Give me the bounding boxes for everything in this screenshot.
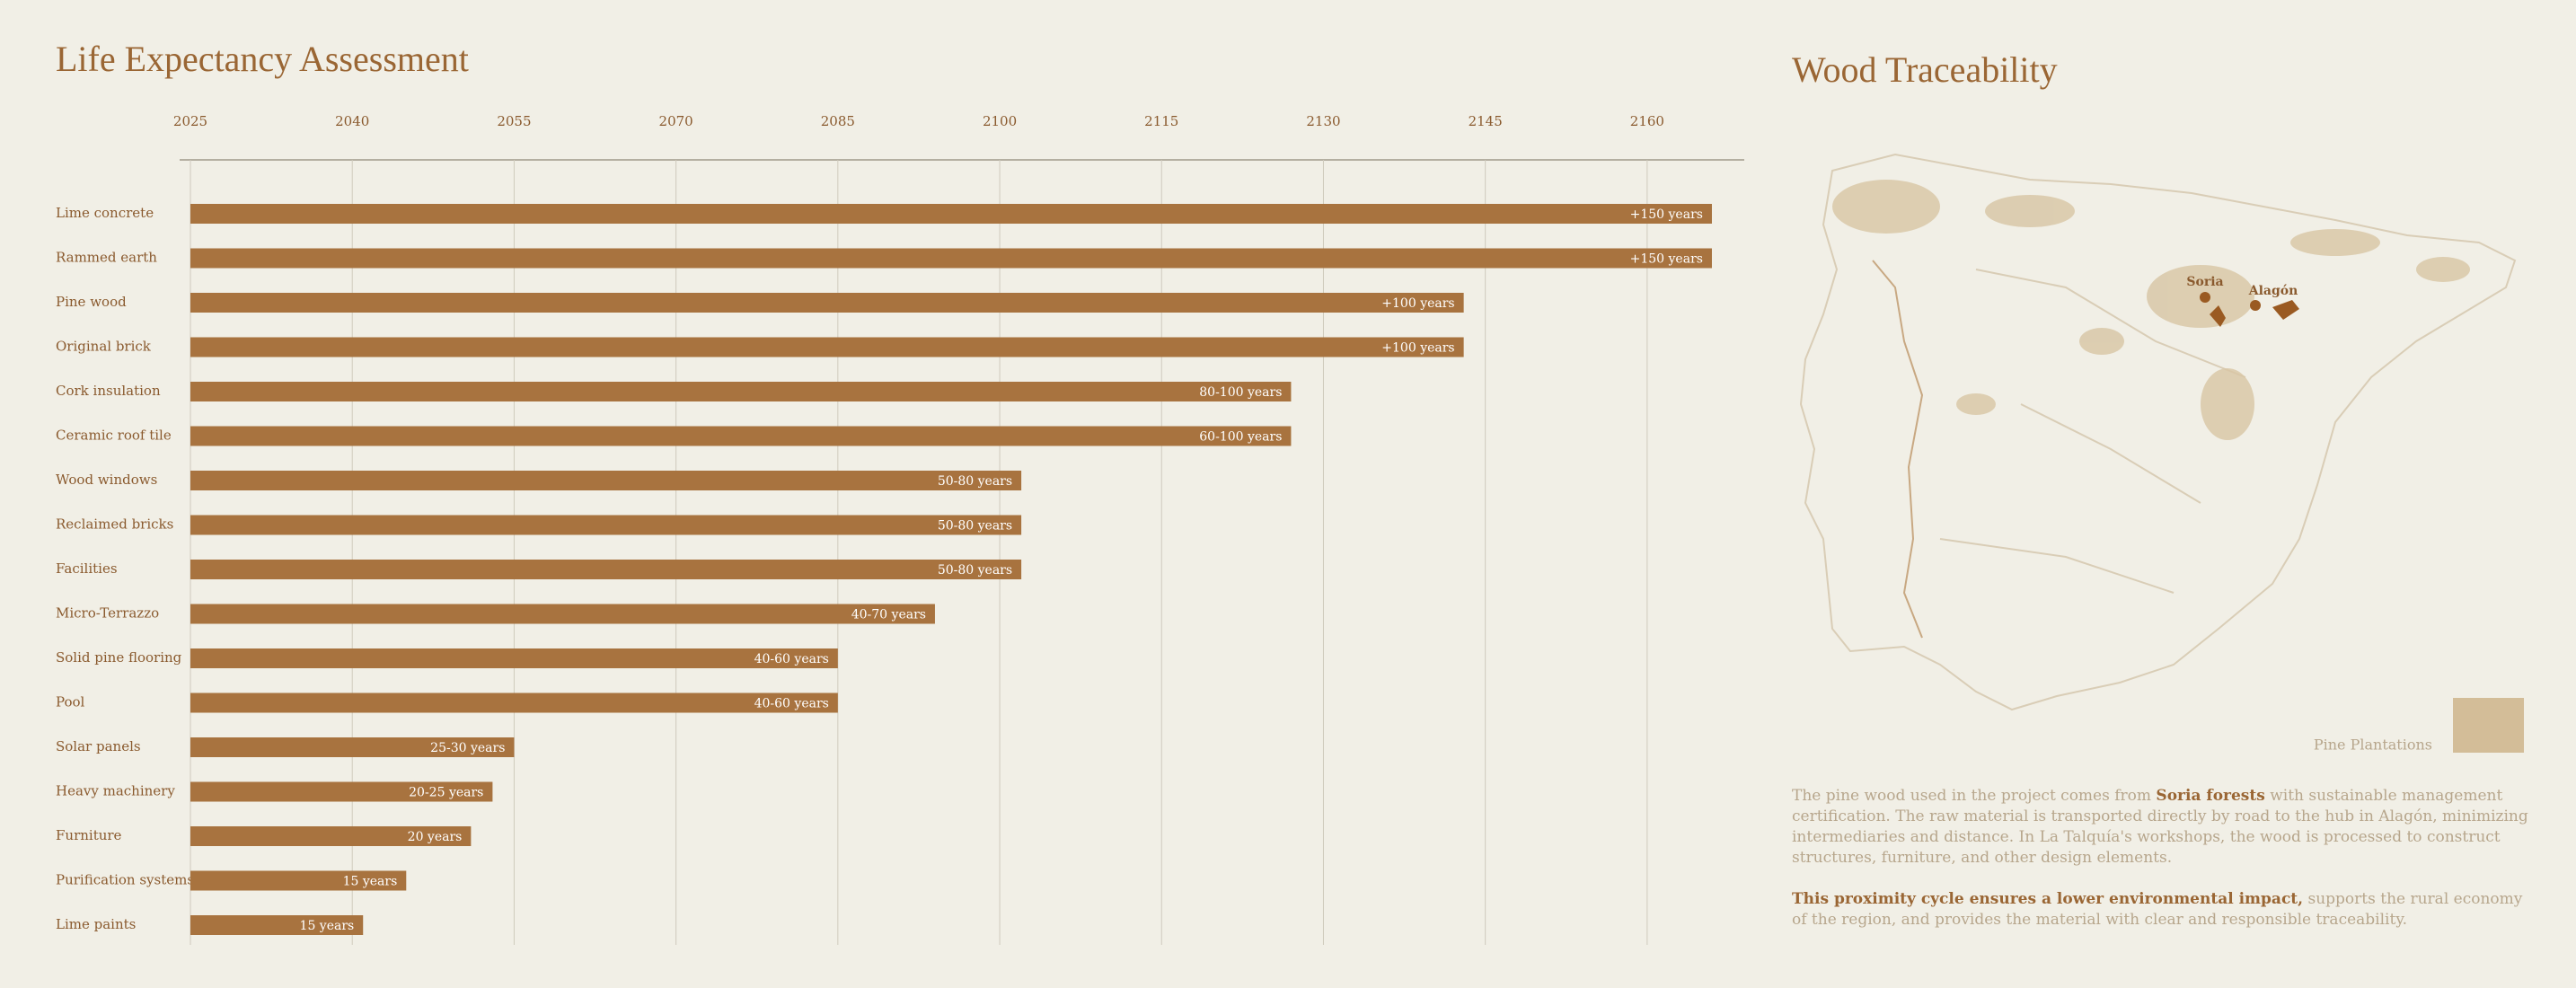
- bar-label: 40-60 years: [754, 697, 829, 711]
- bar-label: 50-80 years: [938, 519, 1012, 534]
- bar: [190, 382, 1292, 401]
- regions: [1939, 269, 2246, 594]
- bar-label: 25-30 years: [430, 741, 505, 755]
- place-label: Soria: [2186, 275, 2223, 289]
- category-label: Reclaimed bricks: [56, 516, 173, 533]
- bar: [190, 604, 935, 624]
- x-tick-label: 2055: [497, 113, 531, 129]
- bar-label: +150 years: [1630, 252, 1703, 267]
- bar: [190, 648, 838, 668]
- iberia-outline: [1799, 153, 2517, 711]
- bar-label: +150 years: [1630, 207, 1703, 222]
- category-label: Solid pine flooring: [56, 649, 182, 666]
- category-label: Original brick: [56, 339, 152, 355]
- bar-label: 40-70 years: [851, 608, 926, 622]
- bar: [190, 781, 493, 802]
- bar-label: 20-25 years: [409, 786, 483, 800]
- bar: [190, 293, 1464, 313]
- bar: [190, 515, 1022, 535]
- bar-label: 15 years: [300, 919, 355, 933]
- bar: [190, 426, 1292, 446]
- bar-label: 60-100 years: [1199, 430, 1282, 445]
- x-tick-label: 2130: [1306, 113, 1340, 129]
- bar-label: 15 years: [343, 875, 398, 889]
- bar: [190, 737, 515, 757]
- bar-label: 50-80 years: [938, 474, 1012, 489]
- bar: [190, 204, 1712, 224]
- alagon-dot: [2250, 300, 2261, 311]
- x-tick-label: 2145: [1469, 113, 1503, 129]
- bar: [190, 560, 1022, 579]
- x-tick-label: 2115: [1144, 113, 1178, 129]
- text-run: This proximity cycle ensures a lower env…: [1792, 890, 2304, 908]
- text-run: supports the rural economy of the region…: [1792, 890, 2523, 929]
- map: [1799, 153, 2517, 711]
- map-markers: [2200, 292, 2299, 327]
- soria-forests: [2210, 300, 2299, 327]
- category-label: Rammed earth: [56, 250, 157, 266]
- category-label: Purification systems: [56, 872, 194, 888]
- category-label: Solar panels: [56, 738, 141, 754]
- category-label: Wood windows: [56, 472, 157, 488]
- place-label: Alagón: [2248, 284, 2298, 298]
- x-tick-label: 2085: [821, 113, 855, 129]
- category-label: Ceramic roof tile: [56, 428, 172, 444]
- category-label: Pine wood: [56, 294, 127, 310]
- bar: [190, 692, 838, 713]
- category-label: Furniture: [56, 827, 122, 843]
- category-label: Pool: [56, 694, 85, 710]
- border: [1872, 260, 1924, 639]
- bar-label: 80-100 years: [1199, 385, 1282, 400]
- bar-label: 50-80 years: [938, 563, 1012, 578]
- paragraph: This proximity cycle ensures a lower env…: [1792, 889, 2528, 931]
- x-tick-label: 2160: [1630, 113, 1664, 129]
- description: The pine wood used in the project comes …: [1792, 786, 2528, 951]
- x-tick-label: 2070: [659, 113, 693, 129]
- category-label: Lime concrete: [56, 205, 154, 221]
- category-label: Lime paints: [56, 916, 136, 932]
- map-title: Wood Traceability: [1792, 49, 2058, 90]
- text-run: The pine wood used in the project comes …: [1792, 787, 2157, 805]
- paragraph: The pine wood used in the project comes …: [1792, 786, 2528, 869]
- bar: [190, 471, 1022, 490]
- chart-title: Life Expectancy Assessment: [56, 39, 469, 79]
- soria-dot: [2200, 292, 2210, 303]
- text-run: with sustainable management certificatio…: [1792, 787, 2528, 867]
- category-label: Cork insulation: [56, 383, 161, 399]
- text-run: Soria forests: [2156, 787, 2265, 805]
- bar: [190, 826, 472, 846]
- pine-areas: [1832, 180, 2470, 440]
- bar: [190, 337, 1464, 357]
- x-tick-label: 2025: [173, 113, 207, 129]
- category-label: Heavy machinery: [56, 783, 175, 799]
- bar: [190, 248, 1712, 269]
- category-label: Micro-Terrazzo: [56, 605, 159, 622]
- legend-swatch: [2453, 698, 2524, 753]
- legend-label: Pine Plantations: [2314, 737, 2432, 754]
- bar-label: +100 years: [1381, 341, 1454, 356]
- bar-label: 40-60 years: [754, 652, 829, 666]
- category-label: Facilities: [56, 560, 118, 577]
- bar-label: 20 years: [408, 830, 463, 844]
- bar-label: +100 years: [1381, 296, 1454, 311]
- bar: [190, 870, 407, 891]
- bar: [190, 915, 364, 935]
- x-tick-label: 2040: [335, 113, 369, 129]
- x-tick-label: 2100: [983, 113, 1017, 129]
